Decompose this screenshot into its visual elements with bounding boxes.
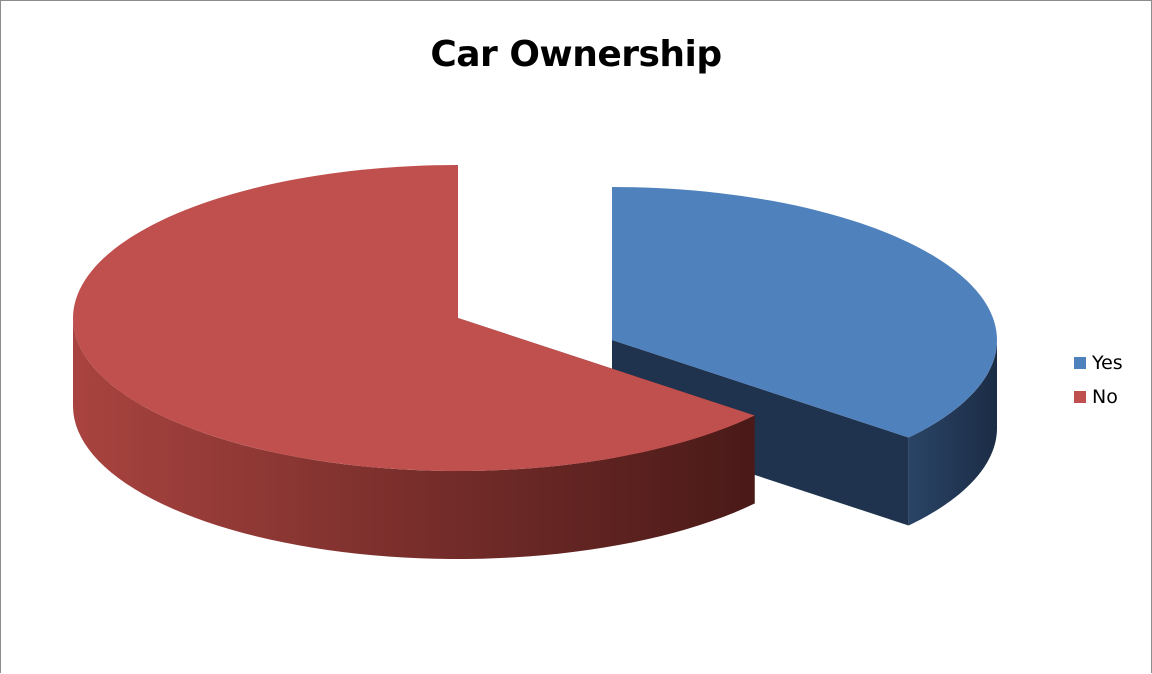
chart-title: Car Ownership bbox=[430, 34, 722, 75]
legend-label-no: No bbox=[1092, 386, 1118, 408]
legend-item-yes: Yes bbox=[1074, 346, 1123, 380]
legend: Yes No bbox=[1074, 346, 1123, 414]
pie-slice-yes bbox=[612, 187, 998, 526]
pie-slice-yes-side-0 bbox=[908, 340, 997, 526]
legend-item-no: No bbox=[1074, 380, 1123, 414]
pie-slice-no-top bbox=[72, 165, 755, 471]
legend-swatch-yes bbox=[1074, 357, 1086, 369]
legend-swatch-no bbox=[1074, 391, 1086, 403]
pie-slice-no-side-0 bbox=[73, 318, 755, 559]
pie-slice-yes-wall-1 bbox=[612, 340, 909, 526]
pie-slice-yes-top bbox=[612, 187, 998, 438]
legend-label-yes: Yes bbox=[1092, 352, 1123, 374]
pie-slice-no bbox=[72, 165, 755, 559]
